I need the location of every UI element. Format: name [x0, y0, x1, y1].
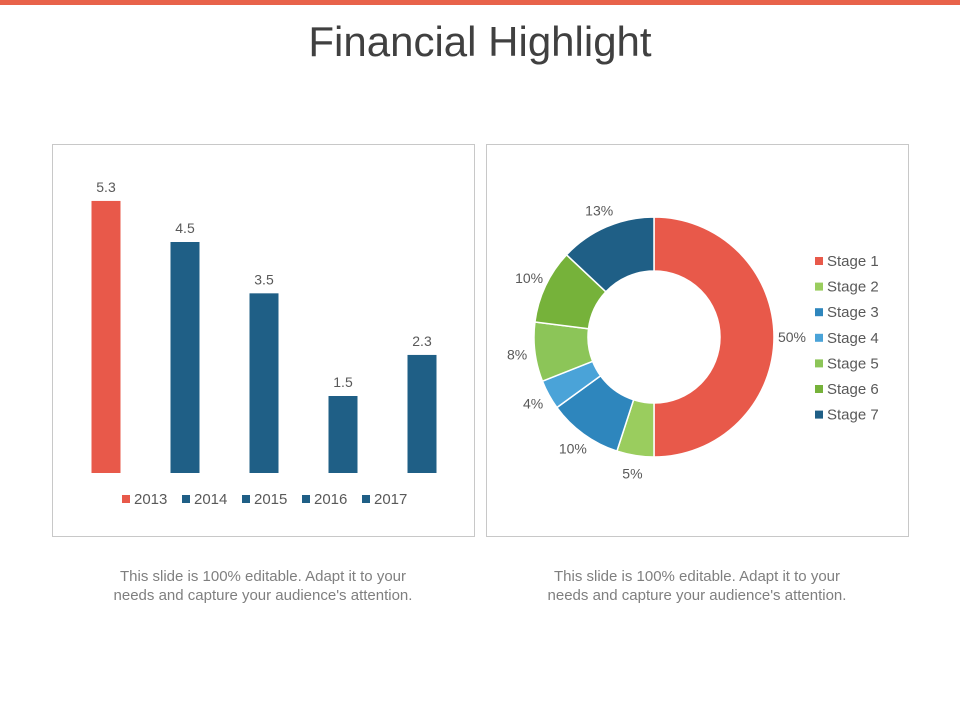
bar-2014: [170, 242, 200, 473]
legend-label-stage-7: Stage 7: [827, 407, 879, 424]
donut-value-label: 4%: [523, 395, 543, 411]
legend-label-2015: 2015: [254, 491, 287, 508]
legend-swatch: [362, 495, 370, 503]
donut-value-label: 13%: [585, 202, 613, 218]
donut-value-label: 10%: [559, 441, 587, 457]
bar-value-label: 5.3: [96, 179, 116, 195]
legend-swatch: [815, 333, 823, 342]
bar-2017: [407, 354, 437, 473]
legend-label-stage-4: Stage 4: [827, 330, 879, 347]
caption-left: This slide is 100% editable. Adapt it to…: [113, 568, 413, 604]
caption-right: This slide is 100% editable. Adapt it to…: [547, 568, 847, 604]
donut-slice-7: [565, 216, 655, 293]
slide-title: Financial Highlight: [308, 18, 652, 65]
bar-value-label: 3.5: [254, 271, 274, 287]
donut-chart-panel: 50% 5% 10% 4% 8% 10% 13% Stage 1 Stage 2 Stage 3 S…: [486, 144, 909, 537]
bar-2016: [328, 396, 358, 473]
donut-value-label: 10%: [515, 270, 543, 286]
bar-chart: 5.3 4.5 3.5 1.5 2.3 2013 2014 2015 2016 2017: [91, 179, 437, 508]
legend-swatch: [815, 385, 823, 393]
legend-label-2016: 2016: [314, 491, 347, 508]
legend-swatch: [815, 282, 823, 291]
bar-value-label: 4.5: [175, 220, 195, 236]
donut-chart: 50% 5% 10% 4% 8% 10% 13% Stage 1 Stage 2 Stage 3 S…: [507, 202, 879, 481]
bar-value-label: 1.5: [333, 374, 353, 390]
bar-chart-panel: 5.3 4.5 3.5 1.5 2.3 2013 2014 2015 2016 2017: [52, 144, 475, 537]
legend-swatch: [815, 359, 823, 368]
bar-value-label: 2.3: [412, 333, 432, 349]
donut-value-label: 5%: [622, 465, 642, 481]
donut-slice-1: [653, 216, 775, 458]
legend-label-stage-2: Stage 2: [827, 279, 879, 296]
legend-swatch: [122, 495, 130, 503]
legend-swatch: [815, 410, 823, 419]
legend-label-stage-5: Stage 5: [827, 355, 879, 372]
legend-label-2013: 2013: [134, 491, 167, 508]
legend-swatch: [302, 495, 310, 503]
legend-swatch: [815, 308, 823, 317]
legend-label-stage-1: Stage 1: [827, 253, 879, 270]
legend-label-stage-3: Stage 3: [827, 304, 879, 321]
bar-2015: [249, 293, 279, 473]
bar-2013: [91, 200, 121, 473]
legend-swatch: [182, 495, 190, 503]
donut-value-label: 8%: [507, 346, 527, 362]
top-accent-bar: [0, 0, 960, 5]
legend-label-2014: 2014: [194, 491, 227, 508]
legend-swatch: [815, 257, 823, 265]
legend-label-stage-6: Stage 6: [827, 381, 879, 398]
legend-swatch: [242, 495, 250, 503]
donut-value-label: 50%: [778, 329, 806, 345]
legend-label-2017: 2017: [374, 491, 407, 508]
